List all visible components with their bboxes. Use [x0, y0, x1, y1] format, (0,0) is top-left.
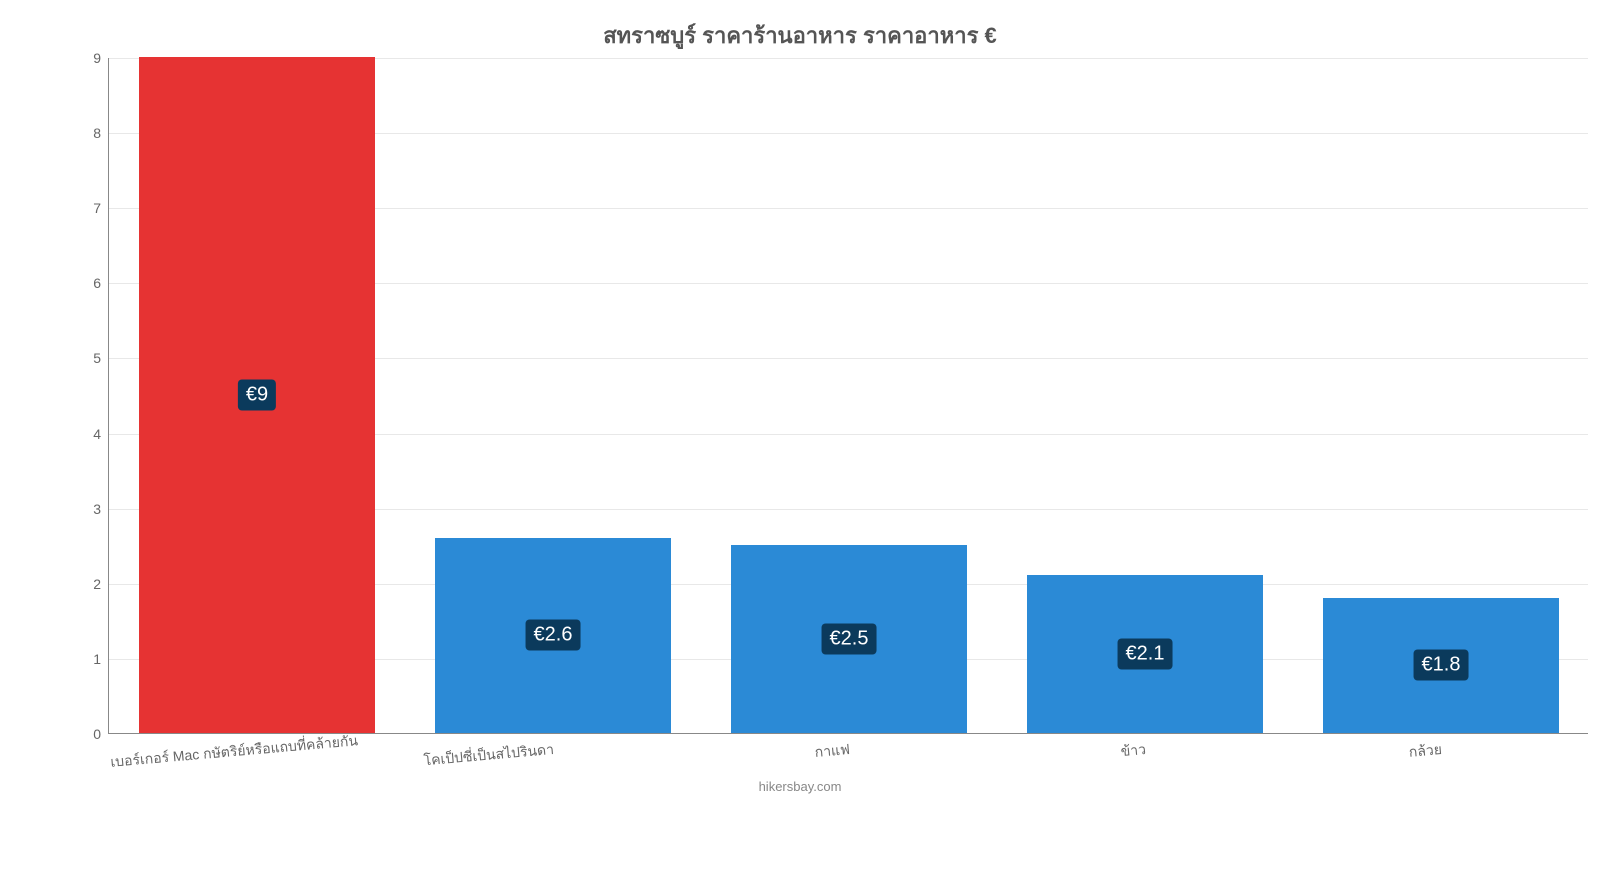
bar: €2.5	[731, 545, 968, 733]
value-badge: €9	[238, 380, 276, 411]
y-tick-label: 4	[93, 426, 109, 442]
bar: €2.1	[1027, 575, 1264, 733]
y-tick-label: 2	[93, 576, 109, 592]
y-tick-label: 5	[93, 350, 109, 366]
bar: €2.6	[435, 538, 672, 733]
y-tick-label: 3	[93, 501, 109, 517]
y-tick-label: 0	[93, 726, 109, 742]
value-badge: €1.8	[1414, 650, 1469, 681]
attribution-text: hikersbay.com	[0, 779, 1600, 794]
value-badge: €2.6	[526, 620, 581, 651]
plot-area: 0123456789€9เบอร์เกอร์ Mac กษัตริย์หรือแ…	[108, 58, 1588, 734]
y-tick-label: 6	[93, 275, 109, 291]
chart-container: สทราซบูร์ ราคาร้านอาหาร ราคาอาหาร € 0123…	[0, 0, 1600, 800]
y-tick-label: 8	[93, 125, 109, 141]
y-tick-label: 9	[93, 50, 109, 66]
bar: €9	[139, 57, 376, 733]
value-badge: €2.5	[822, 624, 877, 655]
y-tick-label: 7	[93, 200, 109, 216]
value-badge: €2.1	[1118, 639, 1173, 670]
y-tick-label: 1	[93, 651, 109, 667]
bar: €1.8	[1323, 598, 1560, 733]
chart-title: สทราซบูร์ ราคาร้านอาหาร ราคาอาหาร €	[0, 18, 1600, 53]
